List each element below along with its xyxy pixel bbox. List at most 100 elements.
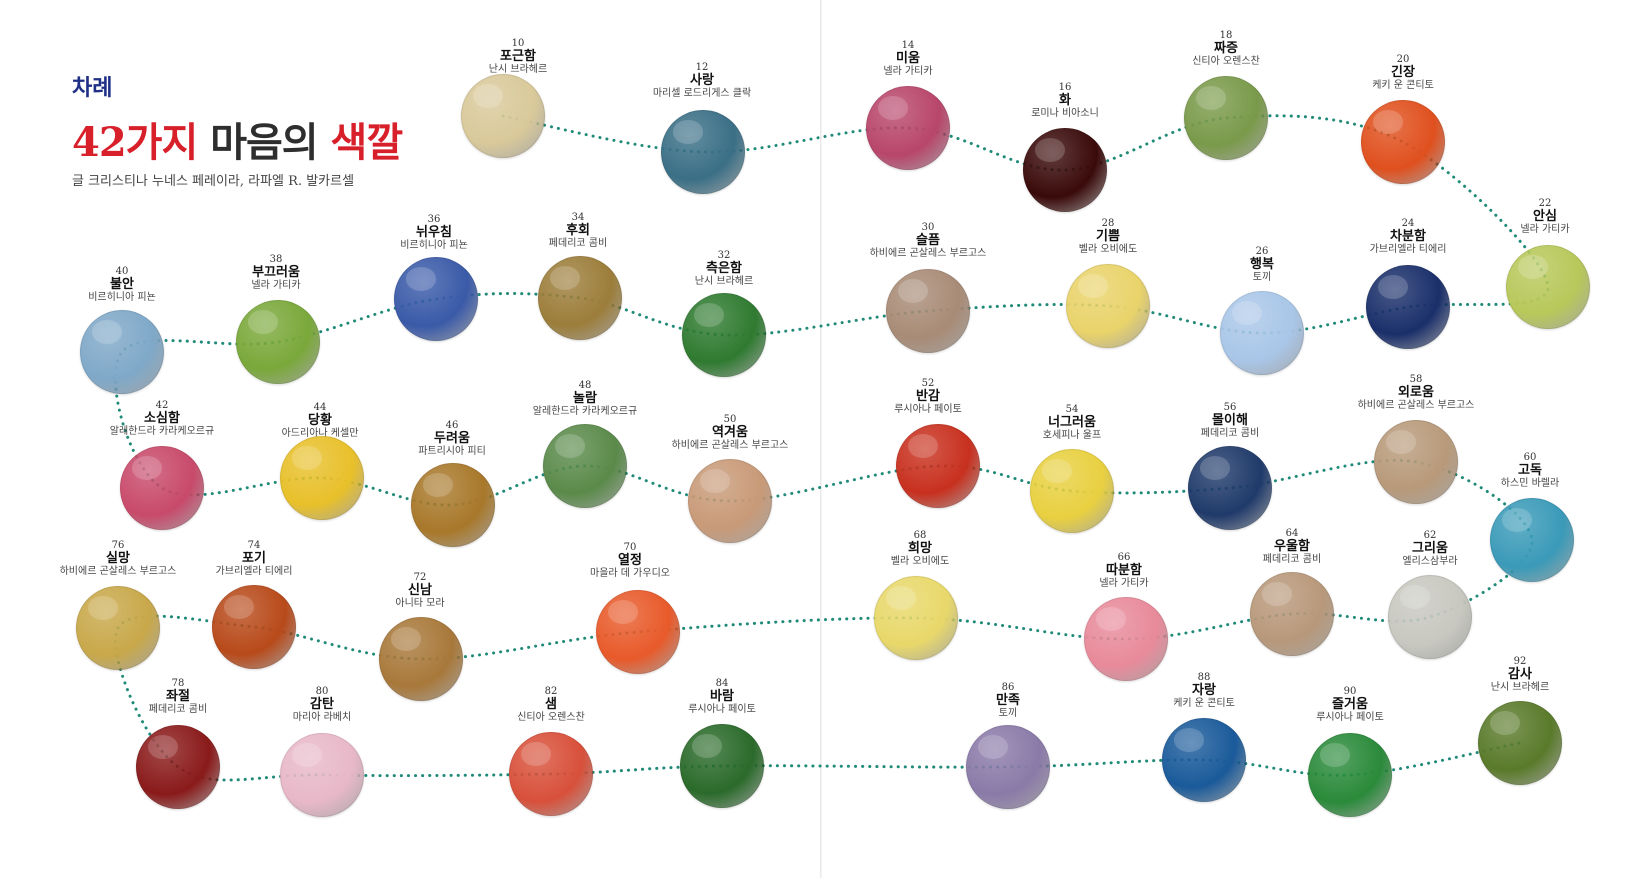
contents-entry-label[interactable]: 70 열정 마을라 데 가우디오	[530, 542, 730, 580]
shadow-figure-illustration[interactable]	[280, 733, 364, 817]
fox-leaves-illustration[interactable]	[682, 293, 766, 377]
moon-illustration[interactable]	[1220, 291, 1304, 375]
cat-water-illustration[interactable]	[1188, 446, 1272, 530]
dark-red-illustration[interactable]	[1023, 128, 1107, 212]
contents-entry-label[interactable]: 42 소심함 알레한드라 카라케오르규	[62, 400, 262, 438]
angry-face-illustration[interactable]	[1184, 76, 1268, 160]
emotion-title: 외로움	[1398, 384, 1434, 400]
bird-illustration[interactable]	[1066, 264, 1150, 348]
bare-tree-wall-illustration[interactable]	[1388, 575, 1472, 659]
frog-illustration[interactable]	[1506, 245, 1590, 329]
branch-illustration[interactable]	[538, 256, 622, 340]
emotion-title: 희망	[908, 540, 932, 556]
contents-entry-label[interactable]: 60 고독 하스민 바렐라	[1430, 452, 1630, 490]
contents-entry-label[interactable]: 76 실망 하비에르 곤살레스 부르고스	[18, 540, 218, 578]
contents-entry-label[interactable]: 72 신남 아니타 모라	[320, 572, 520, 610]
pig-illustration[interactable]	[1084, 597, 1168, 681]
robot-illustration[interactable]	[966, 725, 1050, 809]
swirl-illustration[interactable]	[1366, 265, 1450, 349]
contents-entry-label[interactable]: 68 희망 벨라 오비에도	[820, 530, 1020, 568]
rabbit-illustration[interactable]	[886, 269, 970, 353]
contents-entry-label[interactable]: 34 후회 페데리코 콤비	[478, 212, 678, 250]
emotion-title: 열정	[618, 552, 642, 568]
emotion-title: 감사	[1508, 666, 1532, 682]
contents-entry-label[interactable]: 16 화 로미나 비아소니	[965, 82, 1165, 120]
lion-illustration[interactable]	[411, 463, 495, 547]
contents-entry-label[interactable]: 50 역겨움 하비에르 곤살레스 부르고스	[630, 414, 830, 452]
house-illustration[interactable]	[394, 257, 478, 341]
contents-entry-label[interactable]: 44 당황 아드리아나 케셀만	[220, 402, 420, 440]
bird-branch-illustration[interactable]	[1490, 498, 1574, 582]
illustrator-name: 넬라 가티카	[1520, 224, 1570, 236]
contents-entry-label[interactable]: 40 불안 비르히니아 피뇬	[22, 266, 222, 304]
tree-illustration[interactable]	[661, 110, 745, 194]
red-bird-illustration[interactable]	[596, 590, 680, 674]
contents-entry-label[interactable]: 48 놀람 알레한드라 카라케오르규	[485, 380, 685, 418]
contents-entry-label[interactable]: 84 바람 루시아나 페이토	[622, 678, 822, 716]
monster-illustration[interactable]	[1308, 733, 1392, 817]
bee-illustration[interactable]	[1478, 701, 1562, 785]
contents-entry-label[interactable]: 36 뉘우침 비르히니아 피뇬	[334, 214, 534, 252]
contents-entry-label[interactable]: 56 몰이해 페데리코 콤비	[1130, 402, 1330, 440]
sheep-illustration[interactable]	[461, 74, 545, 158]
bare-tree-illustration[interactable]	[80, 310, 164, 394]
bear-illustration[interactable]	[680, 724, 764, 808]
contents-entry-label[interactable]: 86 만족 토끼	[908, 682, 1108, 720]
sun-illustration[interactable]	[1030, 449, 1114, 533]
contents-entry-label[interactable]: 80 감탄 마리아 라베치	[222, 686, 422, 724]
emotion-title: 즐거움	[1332, 696, 1368, 712]
contents-entry-label[interactable]: 54 너그러움 호세피나 울프	[972, 404, 1172, 442]
illustrator-name: 넬라 가티카	[1099, 578, 1149, 590]
contents-entry-label[interactable]: 12 사랑 마리셀 로드리게스 클락	[602, 62, 802, 100]
contents-entry-label[interactable]: 28 기쁨 벨라 오비에도	[1008, 218, 1208, 256]
figure-illustration[interactable]	[1250, 572, 1334, 656]
peacock-illustration[interactable]	[1162, 718, 1246, 802]
pigs-illustration[interactable]	[866, 86, 950, 170]
contents-entry-label[interactable]: 90 즐거움 루시아나 페이토	[1250, 686, 1450, 724]
tiger-illustration[interactable]	[543, 424, 627, 508]
contents-entry-label[interactable]: 22 안심 넬라 가티카	[1445, 198, 1644, 236]
contents-entry-label[interactable]: 18 짜증 신티아 오렌스찬	[1126, 30, 1326, 68]
page-number: 64	[1285, 528, 1299, 539]
contents-entry-label[interactable]: 24 차분함 가브리엘라 티에리	[1308, 218, 1508, 256]
contents-entry-label[interactable]: 46 두려움 파트리시아 피티	[352, 420, 552, 458]
contents-entry-label[interactable]: 20 긴장 케키 운 콘티토	[1303, 54, 1503, 92]
emotion-title: 소심함	[144, 410, 180, 426]
yellow-bird-illustration[interactable]	[874, 576, 958, 660]
contents-entry-label[interactable]: 78 좌절 페데리코 콤비	[78, 678, 278, 716]
page-number: 74	[247, 540, 261, 551]
emotion-title: 샘	[545, 696, 557, 712]
girl-illustration[interactable]	[509, 732, 593, 816]
squirrel-illustration[interactable]	[212, 585, 296, 669]
contents-entry-label[interactable]: 74 포기 가브리엘라 티에리	[154, 540, 354, 578]
contents-entry-label[interactable]: 30 슬픔 하비에르 곤살레스 부르고스	[828, 222, 1028, 260]
contents-entry-label[interactable]: 64 우울함 페데리코 콤비	[1192, 528, 1392, 566]
contents-entry-label[interactable]: 10 포근함 난시 브라헤르	[418, 38, 618, 76]
illustrator-name: 루시아나 페이토	[1316, 712, 1384, 724]
monkey-illustration[interactable]	[136, 725, 220, 809]
donkey-illustration[interactable]	[379, 617, 463, 701]
contents-entry-label[interactable]: 26 행복 토끼	[1162, 246, 1362, 284]
lamb-illustration[interactable]	[236, 300, 320, 384]
red-face-illustration[interactable]	[896, 424, 980, 508]
illustrator-name: 가브리엘라 티에리	[215, 566, 293, 578]
contents-entry-label[interactable]: 82 샘 신티아 오렌스찬	[451, 686, 651, 724]
contents-entry-label[interactable]: 66 따분함 넬라 가티카	[1024, 552, 1224, 590]
contents-entry-label[interactable]: 14 미움 넬라 가티카	[808, 40, 1008, 78]
red-orange-illustration[interactable]	[1361, 100, 1445, 184]
contents-entry-label[interactable]: 32 측은함 난시 브라헤르	[624, 250, 824, 288]
emotion-title: 미움	[896, 50, 920, 66]
cat-illustration[interactable]	[280, 436, 364, 520]
contents-entry-label[interactable]: 92 감사 난시 브라헤르	[1420, 656, 1620, 694]
cup-illustration[interactable]	[688, 459, 772, 543]
book-title: 42가지 마음의 색깔	[72, 110, 403, 168]
contents-entry-label[interactable]: 62 그리움 엘리스삼부라	[1330, 530, 1530, 568]
contents-entry-label[interactable]: 38 부끄러움 넬라 가티카	[176, 254, 376, 292]
contents-entry-label[interactable]: 58 외로움 하비에르 곤살레스 부르고스	[1316, 374, 1516, 412]
fox-illustration[interactable]	[76, 586, 160, 670]
page-number: 28	[1101, 218, 1115, 229]
deer-illustration[interactable]	[1374, 420, 1458, 504]
contents-entry-label[interactable]: 88 자랑 케키 운 콘티토	[1104, 672, 1304, 710]
contents-entry-label[interactable]: 52 반감 루시아나 페이토	[828, 378, 1028, 416]
blue-bird-illustration[interactable]	[120, 446, 204, 530]
